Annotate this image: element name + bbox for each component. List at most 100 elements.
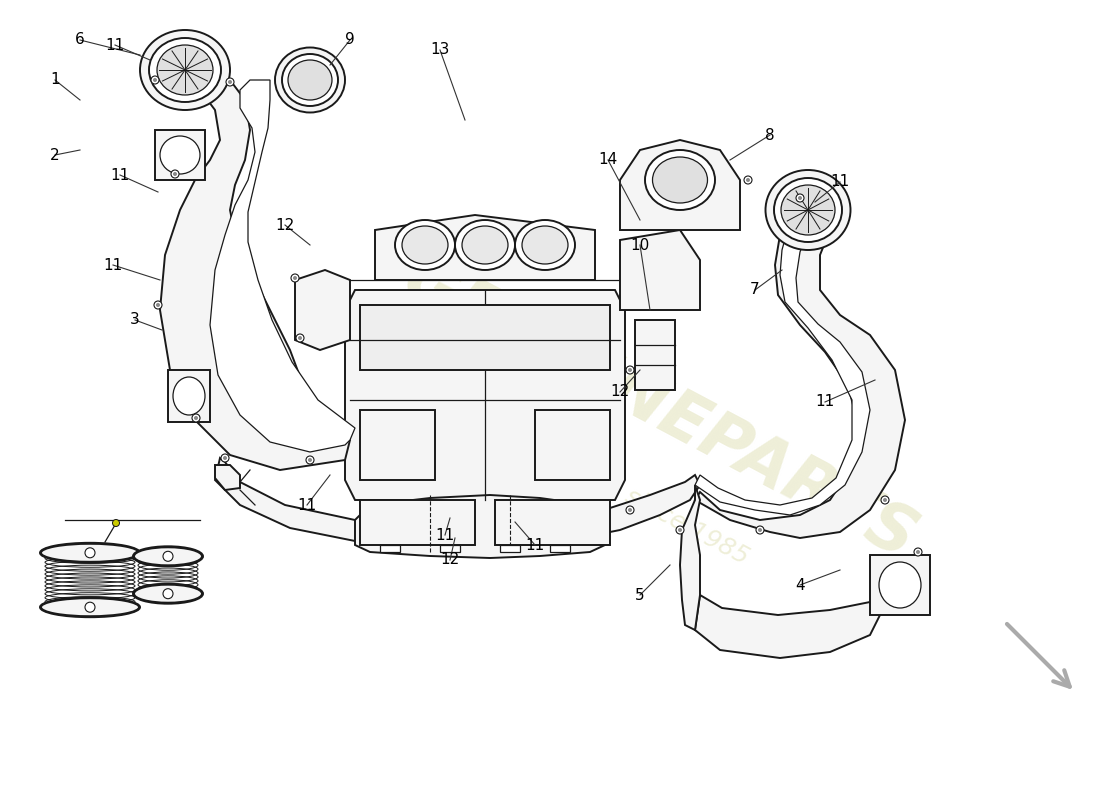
- Circle shape: [306, 456, 313, 464]
- Polygon shape: [295, 270, 350, 350]
- Polygon shape: [160, 80, 350, 470]
- Ellipse shape: [157, 45, 213, 95]
- Text: 11: 11: [106, 38, 124, 53]
- Polygon shape: [210, 80, 355, 452]
- Text: 3: 3: [130, 313, 140, 327]
- Circle shape: [154, 301, 162, 309]
- Ellipse shape: [148, 38, 221, 102]
- Circle shape: [194, 416, 198, 420]
- Polygon shape: [379, 545, 400, 552]
- Polygon shape: [360, 305, 610, 370]
- Polygon shape: [360, 500, 475, 545]
- Text: 11: 11: [830, 174, 849, 190]
- Text: GENUINEPARTS: GENUINEPARTS: [392, 246, 928, 574]
- Text: 11: 11: [297, 498, 317, 513]
- Circle shape: [173, 172, 177, 176]
- Ellipse shape: [85, 548, 95, 558]
- Ellipse shape: [766, 170, 850, 250]
- Polygon shape: [870, 555, 930, 615]
- Circle shape: [298, 336, 302, 340]
- Text: 9: 9: [345, 33, 355, 47]
- Ellipse shape: [173, 377, 205, 415]
- Polygon shape: [695, 595, 880, 658]
- Polygon shape: [375, 215, 595, 280]
- Circle shape: [628, 508, 632, 512]
- Text: 5: 5: [635, 587, 645, 602]
- Polygon shape: [345, 290, 625, 500]
- Circle shape: [796, 194, 804, 202]
- Polygon shape: [635, 320, 675, 390]
- Circle shape: [308, 458, 312, 462]
- Polygon shape: [168, 370, 210, 422]
- Ellipse shape: [85, 602, 95, 612]
- Text: 12: 12: [440, 553, 460, 567]
- Circle shape: [746, 178, 750, 182]
- Circle shape: [156, 303, 160, 307]
- Ellipse shape: [160, 136, 200, 174]
- Circle shape: [881, 496, 889, 504]
- Ellipse shape: [134, 585, 202, 602]
- Polygon shape: [214, 458, 700, 548]
- Ellipse shape: [163, 551, 173, 562]
- Polygon shape: [500, 545, 520, 552]
- Text: a passion for parts since 1985: a passion for parts since 1985: [408, 370, 752, 570]
- Ellipse shape: [879, 562, 921, 608]
- Ellipse shape: [652, 157, 707, 203]
- Circle shape: [226, 78, 234, 86]
- Ellipse shape: [522, 226, 568, 264]
- Ellipse shape: [645, 150, 715, 210]
- Ellipse shape: [395, 220, 455, 270]
- Circle shape: [293, 276, 297, 280]
- Circle shape: [626, 506, 634, 514]
- Text: 11: 11: [103, 258, 122, 273]
- Polygon shape: [355, 495, 605, 558]
- Ellipse shape: [462, 226, 508, 264]
- Circle shape: [756, 526, 764, 534]
- Ellipse shape: [515, 220, 575, 270]
- Polygon shape: [360, 410, 434, 480]
- Circle shape: [292, 274, 299, 282]
- Circle shape: [676, 526, 684, 534]
- Circle shape: [170, 170, 179, 178]
- Circle shape: [628, 368, 632, 372]
- Circle shape: [758, 528, 762, 532]
- Text: 7: 7: [750, 282, 760, 298]
- Circle shape: [151, 76, 160, 84]
- Text: 1: 1: [51, 73, 59, 87]
- Circle shape: [228, 80, 232, 84]
- Text: 2: 2: [51, 147, 59, 162]
- Polygon shape: [440, 545, 460, 552]
- Circle shape: [914, 548, 922, 556]
- Ellipse shape: [774, 178, 842, 242]
- Ellipse shape: [781, 185, 835, 235]
- Circle shape: [153, 78, 157, 82]
- Circle shape: [883, 498, 887, 502]
- Ellipse shape: [41, 544, 139, 562]
- Ellipse shape: [288, 60, 332, 100]
- Text: 13: 13: [430, 42, 450, 58]
- Ellipse shape: [140, 30, 230, 110]
- Text: 10: 10: [630, 238, 650, 253]
- Polygon shape: [680, 485, 700, 630]
- Circle shape: [192, 414, 200, 422]
- Circle shape: [678, 528, 682, 532]
- Circle shape: [798, 196, 802, 200]
- Circle shape: [112, 519, 120, 526]
- Text: 11: 11: [436, 527, 454, 542]
- Circle shape: [626, 366, 634, 374]
- Text: 4: 4: [795, 578, 805, 593]
- Ellipse shape: [163, 589, 173, 598]
- Polygon shape: [214, 465, 240, 490]
- Polygon shape: [620, 140, 740, 230]
- Text: 11: 11: [526, 538, 544, 553]
- Circle shape: [744, 176, 752, 184]
- Text: 14: 14: [598, 153, 617, 167]
- Polygon shape: [620, 230, 700, 310]
- Polygon shape: [695, 200, 905, 538]
- Ellipse shape: [41, 598, 139, 616]
- Ellipse shape: [275, 47, 345, 113]
- Text: 6: 6: [75, 33, 85, 47]
- Text: 11: 11: [110, 167, 130, 182]
- Circle shape: [296, 334, 304, 342]
- Text: 8: 8: [766, 127, 774, 142]
